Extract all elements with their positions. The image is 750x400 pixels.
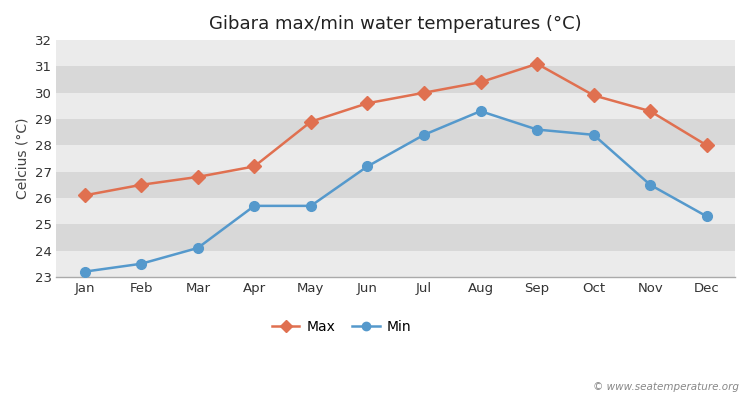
Bar bbox=[56, 145, 735, 172]
Min bbox=[307, 204, 316, 208]
Max bbox=[702, 143, 711, 148]
Max bbox=[136, 182, 146, 187]
Bar bbox=[56, 119, 735, 145]
Min bbox=[80, 269, 89, 274]
Line: Max: Max bbox=[80, 59, 712, 200]
Max bbox=[363, 101, 372, 106]
Min bbox=[646, 182, 655, 187]
Max bbox=[646, 109, 655, 114]
Max bbox=[194, 174, 202, 179]
Min bbox=[532, 127, 542, 132]
Bar bbox=[56, 66, 735, 93]
Max bbox=[250, 164, 259, 169]
Min bbox=[419, 132, 428, 137]
Line: Min: Min bbox=[80, 106, 712, 276]
Bar bbox=[56, 40, 735, 66]
Min bbox=[136, 261, 146, 266]
Legend: Max, Min: Max, Min bbox=[266, 315, 417, 340]
Max bbox=[476, 80, 485, 85]
Bar bbox=[56, 172, 735, 198]
Max bbox=[419, 90, 428, 95]
Bar bbox=[56, 250, 735, 277]
Min bbox=[702, 214, 711, 219]
Text: © www.seatemperature.org: © www.seatemperature.org bbox=[592, 382, 739, 392]
Min bbox=[250, 204, 259, 208]
Max bbox=[307, 119, 316, 124]
Bar bbox=[56, 93, 735, 119]
Title: Gibara max/min water temperatures (°C): Gibara max/min water temperatures (°C) bbox=[209, 15, 582, 33]
Min bbox=[363, 164, 372, 169]
Max bbox=[532, 61, 542, 66]
Bar bbox=[56, 198, 735, 224]
Max bbox=[590, 93, 598, 98]
Max bbox=[80, 193, 89, 198]
Min bbox=[476, 109, 485, 114]
Min bbox=[590, 132, 598, 137]
Min bbox=[194, 246, 202, 250]
Bar bbox=[56, 224, 735, 250]
Y-axis label: Celcius (°C): Celcius (°C) bbox=[15, 118, 29, 199]
